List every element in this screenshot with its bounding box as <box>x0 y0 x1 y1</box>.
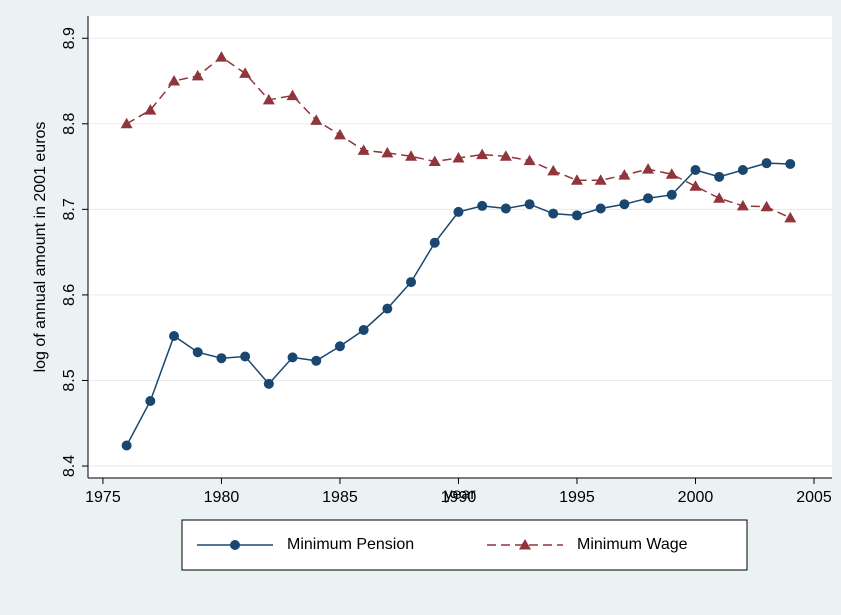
marker <box>191 69 204 81</box>
plot-area <box>88 16 832 478</box>
marker <box>713 192 726 203</box>
x-axis-title: year <box>444 486 476 503</box>
marker <box>666 189 677 200</box>
marker <box>144 104 157 115</box>
marker <box>192 347 203 358</box>
marker <box>453 206 464 217</box>
marker <box>262 93 275 105</box>
x-tick-label: 1980 <box>204 489 240 506</box>
y-axis-title: log of annual amount in 2001 euros <box>32 122 49 373</box>
x-tick-label: 1995 <box>559 489 595 506</box>
marker <box>690 165 701 175</box>
marker <box>547 164 560 176</box>
marker <box>168 75 181 86</box>
marker <box>310 114 323 125</box>
marker <box>570 174 583 185</box>
legend: Minimum Pension Minimum Wage <box>181 519 748 571</box>
y-tick-label: 8.6 <box>61 284 78 306</box>
y-tick-label: 8.4 <box>61 455 78 477</box>
x-tick-label: 1975 <box>85 489 121 506</box>
marker <box>642 163 655 174</box>
marker <box>169 330 180 341</box>
marker <box>239 67 252 78</box>
x-tick-label: 2005 <box>796 489 832 506</box>
marker <box>499 150 512 161</box>
x-tick-label: 1985 <box>322 489 358 506</box>
marker <box>428 155 441 166</box>
marker <box>784 211 797 223</box>
marker <box>737 165 748 175</box>
marker <box>665 168 678 179</box>
marker <box>145 396 156 406</box>
marker <box>594 174 607 185</box>
marker <box>357 144 370 155</box>
marker <box>760 200 773 212</box>
marker <box>500 203 511 214</box>
y-tick-label: 8.9 <box>61 27 78 49</box>
legend-marker <box>230 540 240 550</box>
marker <box>358 324 369 335</box>
legend-label: Minimum Pension <box>287 536 414 553</box>
y-tick-label: 8.8 <box>61 113 78 135</box>
marker <box>216 353 227 364</box>
marker <box>311 355 322 366</box>
y-tick-label: 8.7 <box>61 198 78 220</box>
marker <box>452 152 465 163</box>
marker <box>761 158 772 169</box>
marker <box>714 171 725 182</box>
y-tick-label: 8.5 <box>61 369 78 391</box>
marker <box>120 117 133 129</box>
legend-box <box>181 519 748 571</box>
marker <box>689 180 702 191</box>
marker <box>382 303 393 314</box>
marker <box>215 51 228 62</box>
marker <box>523 154 536 166</box>
marker <box>785 159 796 170</box>
marker <box>618 169 631 180</box>
marker <box>619 199 630 210</box>
marker <box>477 200 488 211</box>
marker <box>595 203 606 214</box>
marker <box>286 89 299 101</box>
marker <box>405 150 418 161</box>
marker <box>334 341 345 352</box>
legend-marker <box>519 539 531 550</box>
marker <box>548 208 559 219</box>
x-tick-label: 2000 <box>678 489 714 506</box>
marker <box>333 128 346 140</box>
x-tick-label: 1990 <box>441 489 477 506</box>
marker <box>121 440 132 451</box>
marker <box>240 351 251 362</box>
marker <box>263 378 274 389</box>
marker <box>476 148 489 160</box>
marker <box>643 193 654 204</box>
marker <box>524 199 535 210</box>
marker <box>429 237 440 248</box>
marker <box>406 277 417 288</box>
marker <box>381 146 394 158</box>
marker <box>736 199 749 211</box>
marker <box>287 352 298 363</box>
legend-label: Minimum Wage <box>577 536 688 553</box>
marker <box>571 210 582 221</box>
